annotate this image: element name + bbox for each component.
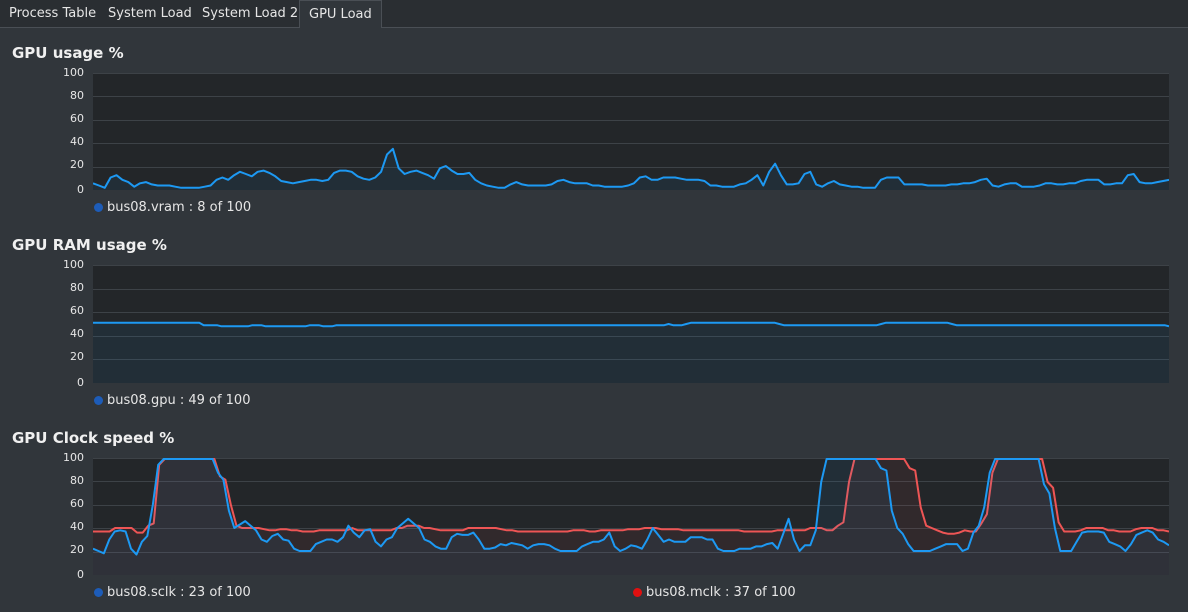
plot-gpu-ram-usage (93, 265, 1169, 383)
tab-bar: Process Table System Load System Load 2 … (0, 0, 1188, 29)
chart-title-gpu-ram-usage: GPU RAM usage % (12, 236, 167, 254)
y-tick-label: 80 (70, 89, 84, 102)
y-tick-label: 80 (70, 281, 84, 294)
legend-vram: bus08.vram : 8 of 100 (94, 200, 251, 215)
y-tick-label: 0 (77, 183, 84, 196)
y-tick-label: 20 (70, 350, 84, 363)
legend-sclk: bus08.sclk : 23 of 100 (94, 585, 251, 600)
y-tick-label: 80 (70, 474, 84, 487)
tab-gpu-load[interactable]: GPU Load (299, 0, 382, 29)
y-tick-label: 20 (70, 543, 84, 556)
gpu-load-panel: GPU usage % 100 80 60 40 20 0 bus08.vram… (0, 28, 1188, 612)
series-area-bus08-mclk (93, 459, 1169, 575)
chart-title-gpu-usage: GPU usage % (12, 44, 124, 62)
y-tick-label: 60 (70, 304, 84, 317)
y-tick-label: 100 (63, 66, 84, 79)
legend-gpu: bus08.gpu : 49 of 100 (94, 393, 250, 408)
legend-label: bus08.gpu : 49 of 100 (107, 393, 251, 408)
y-tick-label: 100 (63, 451, 84, 464)
legend-label: bus08.mclk : 37 of 100 (646, 585, 796, 600)
y-tick-label: 60 (70, 497, 84, 510)
legend-label: bus08.vram : 8 of 100 (107, 200, 252, 215)
series-area-bus08-sclk (93, 459, 1169, 575)
series-line-bus08-gpu (93, 321, 1169, 328)
tab-process-table[interactable]: Process Table (9, 6, 97, 21)
y-tick-label: 40 (70, 520, 84, 533)
series-line-bus08-sclk (93, 458, 1169, 556)
legend-label: bus08.sclk : 23 of 100 (107, 585, 251, 600)
legend-dot-icon (94, 203, 103, 212)
y-tick-label: 0 (77, 568, 84, 581)
legend-dot-icon (633, 588, 642, 597)
plot-background (93, 265, 1169, 383)
y-tick-label: 60 (70, 112, 84, 125)
legend-mclk: bus08.mclk : 37 of 100 (633, 585, 796, 600)
plot-gpu-usage (93, 73, 1169, 190)
plot-background (93, 73, 1169, 190)
chart-title-gpu-clock-speed: GPU Clock speed % (12, 429, 175, 447)
y-tick-label: 100 (63, 258, 84, 271)
series-line-bus08-mclk (93, 458, 1169, 535)
plot-gpu-clock-speed (93, 458, 1169, 575)
series-area-bus08-gpu (93, 322, 1169, 383)
tab-system-load-2[interactable]: System Load 2 (202, 6, 299, 21)
y-tick-label: 20 (70, 158, 84, 171)
series-line-bus08-vram (93, 147, 1169, 189)
legend-dot-icon (94, 396, 103, 405)
tab-system-load[interactable]: System Load (108, 6, 192, 21)
legend-dot-icon (94, 588, 103, 597)
y-tick-label: 40 (70, 327, 84, 340)
y-tick-label: 40 (70, 135, 84, 148)
y-tick-label: 0 (77, 376, 84, 389)
